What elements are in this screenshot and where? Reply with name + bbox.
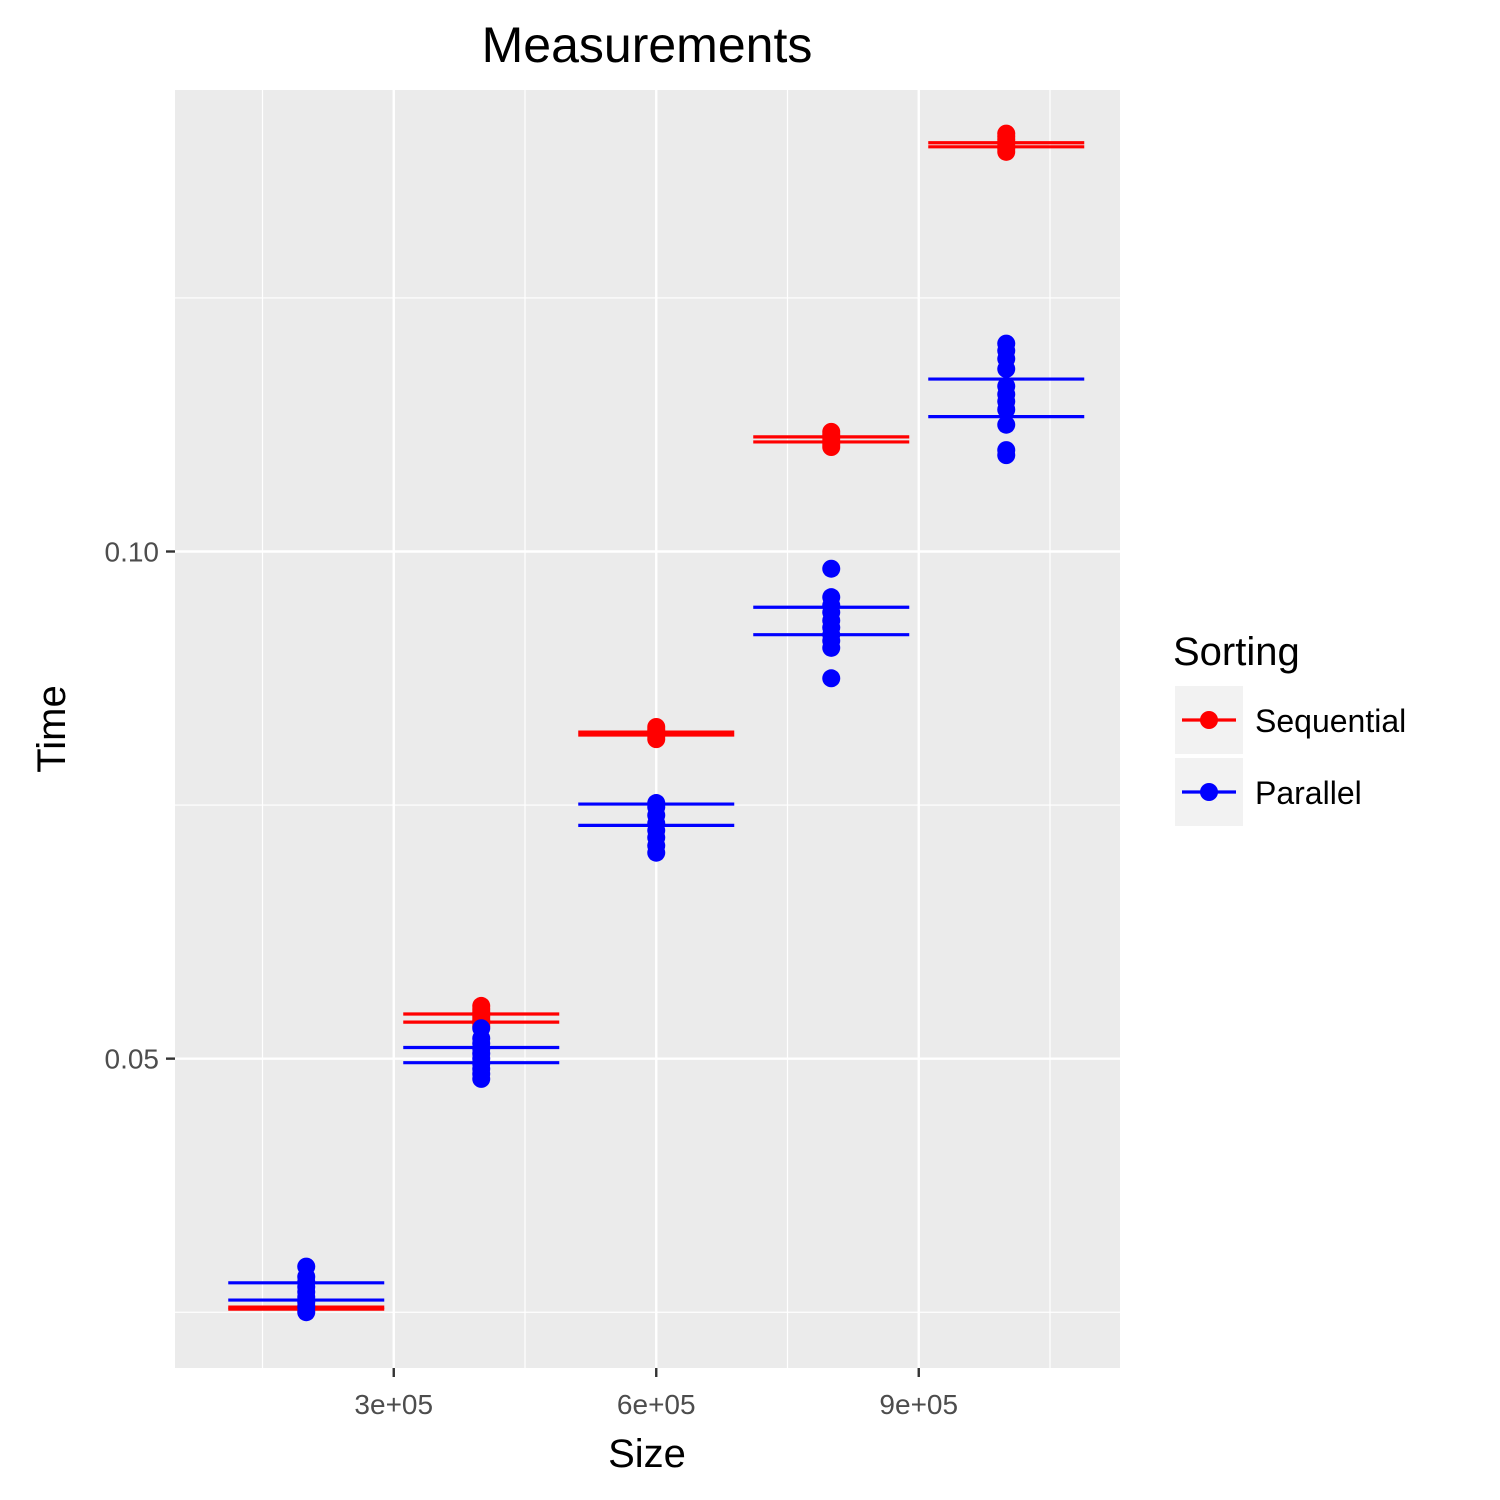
data-point <box>997 441 1016 460</box>
y-tick-label: 0.10 <box>105 537 160 568</box>
data-point <box>997 415 1016 434</box>
data-point <box>472 996 491 1015</box>
x-tick-label: 9e+05 <box>879 1389 958 1420</box>
grid <box>175 90 1120 1368</box>
data-point <box>997 124 1016 143</box>
legend-key-point <box>1200 711 1218 729</box>
legend-key-point <box>1200 783 1218 801</box>
y-tick-label: 0.05 <box>105 1044 160 1075</box>
data-point <box>647 717 666 736</box>
data-point <box>997 377 1016 396</box>
legend: Sorting Sequential Parallel <box>1173 630 1406 826</box>
y-axis-title: Time <box>30 685 74 772</box>
data-point <box>822 588 841 607</box>
data-point <box>822 669 841 688</box>
data-point <box>822 559 841 578</box>
data-point <box>997 334 1016 353</box>
x-tick-label: 6e+05 <box>617 1389 696 1420</box>
data-point <box>822 422 841 441</box>
chart-title: Measurements <box>482 17 813 73</box>
data-points <box>297 124 1016 1322</box>
axes: 3e+05 6e+05 9e+05 0.05 0.10 <box>105 537 959 1421</box>
legend-label: Parallel <box>1255 775 1362 811</box>
legend-label: Sequential <box>1255 703 1406 739</box>
x-tick-label: 3e+05 <box>354 1389 433 1420</box>
data-point <box>647 794 666 813</box>
data-point <box>297 1257 316 1276</box>
data-point <box>472 1019 491 1038</box>
legend-title: Sorting <box>1173 630 1300 674</box>
x-axis-title: Size <box>608 1432 686 1476</box>
